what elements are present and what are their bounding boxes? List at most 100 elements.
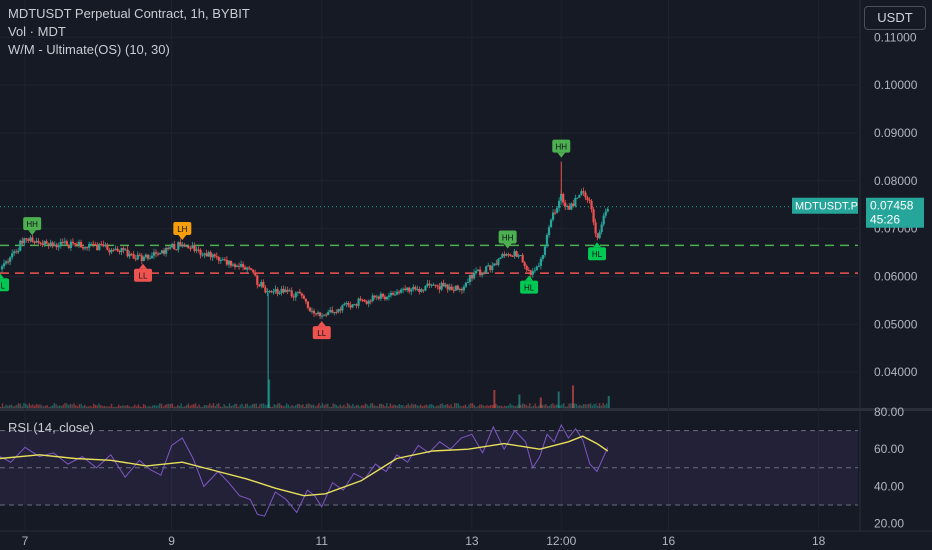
pivot-label[interactable]: LL (134, 263, 152, 282)
volume-bar (189, 405, 191, 408)
candle-body (118, 250, 121, 253)
candle-body (17, 250, 20, 253)
volume-bar (296, 404, 299, 408)
candle-body (395, 291, 399, 295)
chart-title[interactable]: MDTUSDT Perpetual Contract, 1h, BYBIT (8, 6, 250, 21)
volume-bar (475, 406, 477, 408)
candle-body (385, 296, 389, 300)
pivot-label-text: HH (555, 143, 567, 152)
candle-body (404, 288, 407, 291)
pivot-label[interactable]: HH (498, 230, 517, 249)
last-price-tag[interactable] (866, 197, 924, 228)
volume-bar (420, 404, 422, 408)
rsi-ma-line[interactable] (0, 435, 609, 497)
volume-bar (275, 404, 277, 408)
candle-body (244, 267, 247, 270)
candle-body (432, 284, 435, 286)
candle-body (288, 290, 291, 292)
volume-bar (184, 406, 186, 408)
candle-body (391, 293, 395, 295)
pivot-label-text: HL (524, 284, 535, 293)
symbol-price-tag[interactable] (792, 197, 858, 214)
candle-body (156, 253, 160, 255)
volume-bar (16, 404, 18, 408)
candle-body (527, 269, 530, 271)
candle-body (112, 249, 115, 251)
candle-body (345, 303, 348, 305)
volume-bar (418, 405, 420, 408)
volume-bar (607, 396, 610, 408)
candle-body (499, 257, 502, 260)
candle-body (586, 197, 589, 200)
volume-bar (382, 404, 384, 408)
volume-bar (214, 405, 216, 408)
candle-body (339, 309, 342, 311)
pivot-label[interactable]: HL (520, 275, 539, 294)
candle-body (229, 260, 233, 266)
volume-bar (446, 403, 449, 408)
rsi-tick-label: 60.00 (874, 442, 904, 456)
volume-bar (273, 404, 275, 408)
volume-bar (395, 405, 397, 408)
pivot-label[interactable]: HH (23, 217, 42, 236)
volume-bar (201, 406, 204, 408)
candle-body (96, 244, 99, 251)
pivot-label[interactable]: LL (312, 321, 331, 340)
candle-body (23, 238, 26, 244)
candle-body (219, 260, 222, 262)
pivot-label-text: HL (592, 250, 603, 259)
volume-bar (434, 406, 436, 408)
candle-body (296, 291, 299, 293)
volume-bar (309, 403, 311, 408)
volume-bar (194, 403, 197, 408)
volume-bar (391, 405, 393, 408)
candle-body (460, 288, 463, 291)
volume-bar (514, 406, 517, 408)
candle-body (108, 249, 111, 253)
candle-body (73, 243, 77, 245)
rsi-line[interactable] (0, 423, 609, 517)
volume-bar (157, 405, 159, 408)
candle-body (239, 264, 243, 267)
pivot-label[interactable]: LH (173, 221, 192, 240)
pane-separator[interactable] (0, 408, 932, 411)
candle-body (428, 283, 431, 286)
candle-body (211, 254, 214, 258)
volume-bar (486, 404, 488, 408)
volume-bar (504, 405, 506, 408)
volume-bar (239, 404, 241, 408)
candle-body (584, 192, 587, 198)
volume-legend[interactable]: Vol · MDT (8, 24, 66, 39)
pivot-label[interactable]: HH (552, 139, 571, 158)
volume-bar (55, 404, 57, 408)
volume-bar (359, 406, 361, 408)
candle-body (278, 292, 281, 294)
volume-bar (452, 406, 454, 408)
volume-bar (105, 406, 107, 408)
volume-bar (439, 404, 442, 408)
candle-body (414, 287, 417, 290)
volume-bar (28, 403, 30, 408)
pivot-label-text: LH (177, 225, 187, 234)
pivot-label-box (552, 139, 571, 153)
candle-body (272, 291, 275, 293)
candle-body (106, 244, 109, 250)
volume-bar (168, 403, 170, 408)
volume-bar (293, 406, 295, 408)
candle-body (0, 266, 4, 270)
pivot-label[interactable]: HL (588, 242, 607, 261)
candle-body (483, 273, 486, 275)
volume-bar (69, 403, 72, 408)
candle-body (321, 315, 324, 317)
time-tick-label: 16 (662, 534, 676, 548)
candle-body (529, 270, 532, 275)
volume-bar (557, 391, 560, 408)
currency-button[interactable]: USDT (864, 6, 926, 30)
candle-body (310, 310, 314, 312)
rsi-legend[interactable]: RSI (14, close) (8, 420, 94, 435)
indicator-legend[interactable]: W/M - Ultimate(OS) (10, 30) (8, 42, 170, 57)
pivot-label[interactable]: HL (0, 273, 9, 292)
candle-body (79, 242, 83, 248)
candle-body (132, 254, 135, 259)
